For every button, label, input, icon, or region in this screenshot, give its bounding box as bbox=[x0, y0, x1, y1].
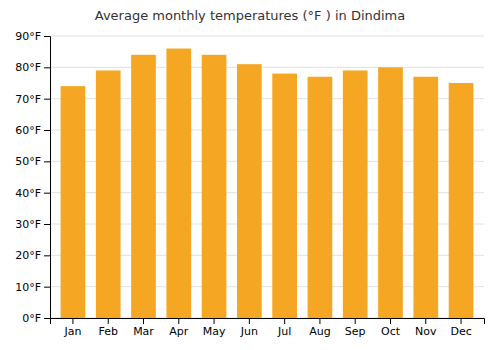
x-tick: Nov bbox=[415, 318, 437, 338]
bar bbox=[202, 55, 227, 318]
y-tick-label: 80°F bbox=[15, 61, 41, 74]
x-tick: Dec bbox=[450, 318, 471, 338]
x-tick-label: Mar bbox=[133, 325, 154, 338]
y-tick-label: 60°F bbox=[15, 124, 41, 137]
y-tick: 80°F bbox=[15, 61, 50, 74]
y-tick-label: 50°F bbox=[15, 155, 41, 168]
x-tick-label: Sep bbox=[345, 325, 366, 338]
x-tick-mark bbox=[284, 318, 285, 324]
x-tick-label: Oct bbox=[381, 325, 401, 338]
y-tick-mark bbox=[44, 255, 50, 256]
axis-domain bbox=[51, 319, 485, 325]
x-tick-label: Apr bbox=[169, 325, 189, 338]
x-tick-mark bbox=[214, 318, 215, 324]
y-tick-mark bbox=[44, 287, 50, 288]
y-tick: 40°F bbox=[15, 187, 50, 200]
bar bbox=[96, 70, 121, 318]
y-tick-label: 0°F bbox=[22, 312, 41, 325]
x-tick-mark bbox=[143, 318, 144, 324]
y-axis: 0°F 10°F 20°F 30°F 40°F 50°F 60°F 70°F 80°F 90°F bbox=[15, 30, 50, 325]
y-tick-mark bbox=[44, 161, 50, 162]
x-tick-mark bbox=[72, 318, 73, 324]
chart-svg: Average monthly temperatures (°F ) in Di… bbox=[0, 0, 500, 350]
x-axis: Jan Feb Mar Apr May Jun Jul Aug Sep Oct Nov Dec bbox=[51, 318, 485, 338]
y-tick-label: 70°F bbox=[15, 93, 41, 106]
bar bbox=[131, 55, 156, 318]
bars bbox=[61, 49, 474, 318]
bar bbox=[343, 70, 368, 318]
x-tick-mark bbox=[461, 318, 462, 324]
bar bbox=[272, 74, 297, 318]
y-tick-mark bbox=[44, 130, 50, 131]
x-tick-label: Dec bbox=[450, 325, 471, 338]
y-tick: 20°F bbox=[15, 249, 50, 262]
bar bbox=[61, 86, 86, 318]
y-tick-mark bbox=[44, 224, 50, 225]
x-tick: Oct bbox=[381, 318, 401, 338]
x-tick: Jan bbox=[63, 318, 81, 338]
x-tick-mark bbox=[108, 318, 109, 324]
x-tick-mark bbox=[390, 318, 391, 324]
bar bbox=[166, 49, 191, 318]
y-tick: 70°F bbox=[15, 93, 50, 106]
x-tick: Feb bbox=[98, 318, 117, 338]
x-tick-mark bbox=[425, 318, 426, 324]
x-tick: Sep bbox=[345, 318, 366, 338]
x-tick: Mar bbox=[133, 318, 154, 338]
y-tick-mark bbox=[44, 193, 50, 194]
x-tick-mark bbox=[319, 318, 320, 324]
x-tick-mark bbox=[355, 318, 356, 324]
x-tick: May bbox=[203, 318, 226, 338]
x-tick-label: Jun bbox=[240, 325, 258, 338]
bar bbox=[449, 83, 474, 318]
y-tick-label: 30°F bbox=[15, 218, 41, 231]
bar bbox=[237, 64, 262, 318]
x-tick-label: Jul bbox=[277, 325, 291, 338]
x-tick-label: Nov bbox=[415, 325, 437, 338]
x-tick: Aug bbox=[309, 318, 330, 338]
x-tick: Jun bbox=[240, 318, 258, 338]
y-tick: 60°F bbox=[15, 124, 50, 137]
y-tick-label: 10°F bbox=[15, 281, 41, 294]
y-tick: 90°F bbox=[15, 30, 50, 43]
axis-domain bbox=[44, 37, 51, 319]
grid bbox=[50, 36, 484, 318]
y-tick-label: 20°F bbox=[15, 249, 41, 262]
y-tick: 10°F bbox=[15, 281, 50, 294]
x-tick: Apr bbox=[169, 318, 189, 338]
y-tick-mark bbox=[44, 99, 50, 100]
bar bbox=[378, 67, 403, 318]
grid-line bbox=[50, 36, 484, 37]
x-tick-mark bbox=[178, 318, 179, 324]
y-tick-label: 40°F bbox=[15, 187, 41, 200]
x-tick-label: May bbox=[203, 325, 226, 338]
bar bbox=[308, 77, 333, 318]
plot: 0°F 10°F 20°F 30°F 40°F 50°F 60°F 70°F 80°F 90°F J… bbox=[15, 30, 484, 338]
bar bbox=[413, 77, 438, 318]
y-tick-mark bbox=[44, 67, 50, 68]
x-tick-label: Feb bbox=[98, 325, 117, 338]
x-tick: Jul bbox=[277, 318, 291, 338]
y-tick: 50°F bbox=[15, 155, 50, 168]
grid-line bbox=[50, 67, 484, 68]
y-tick: 0°F bbox=[22, 312, 50, 325]
y-tick-label: 90°F bbox=[15, 30, 41, 43]
x-tick-label: Jan bbox=[63, 325, 81, 338]
x-tick-mark bbox=[249, 318, 250, 324]
y-tick-mark bbox=[44, 36, 50, 37]
y-tick: 30°F bbox=[15, 218, 50, 231]
x-tick-label: Aug bbox=[309, 325, 330, 338]
title: Average monthly temperatures (°F ) in Di… bbox=[95, 8, 406, 23]
y-tick-mark bbox=[44, 318, 50, 319]
